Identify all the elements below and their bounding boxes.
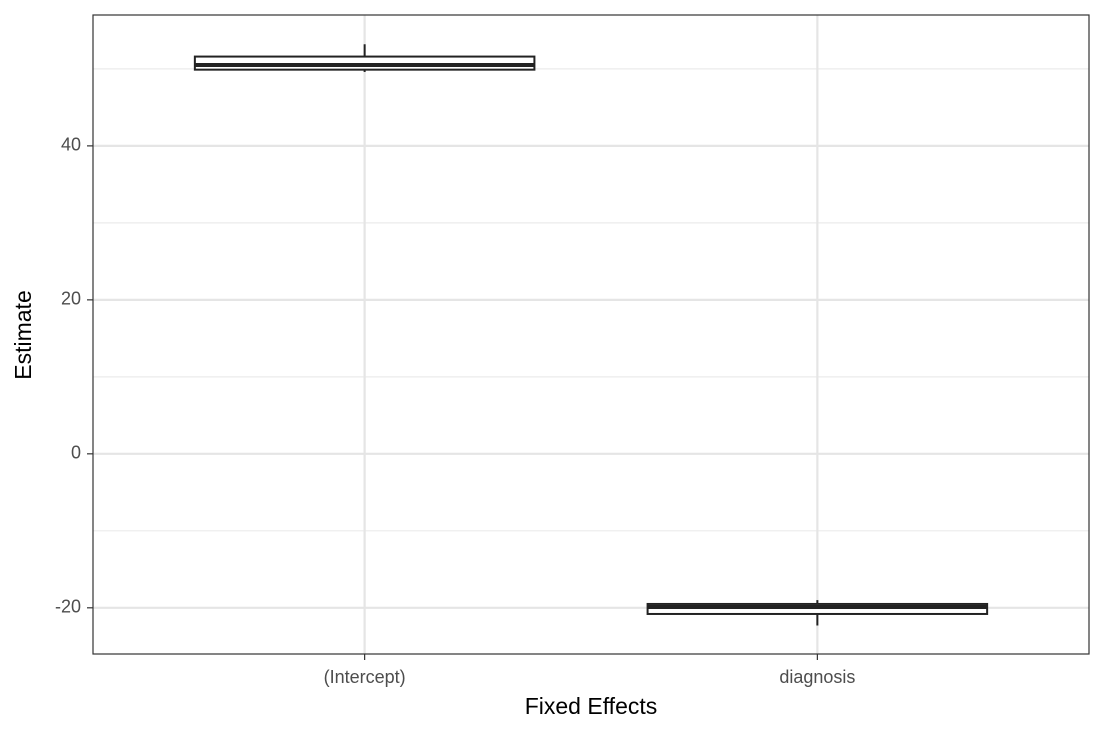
x-axis-title: Fixed Effects [525,693,658,719]
x-tick-label: diagnosis [779,667,855,687]
y-axis-title: Estimate [10,290,36,379]
x-tick-label: (Intercept) [324,667,406,687]
y-tick-label: 20 [61,289,81,309]
y-tick-label: 40 [61,135,81,155]
plot-border [92,14,1090,655]
y-tick-label: 0 [71,443,81,463]
y-tick-label: -20 [55,597,81,617]
